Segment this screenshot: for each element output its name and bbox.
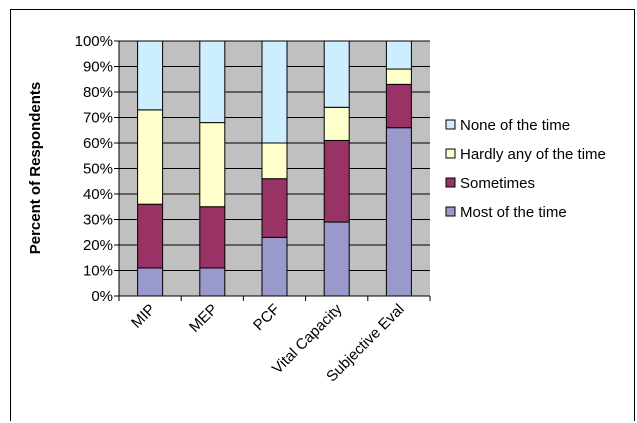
bar-segment xyxy=(199,122,226,208)
y-axis-label: Percent of Respondents xyxy=(27,82,44,255)
bar-segment xyxy=(199,40,226,124)
bar-segment xyxy=(137,40,164,111)
y-tick-label: 80% xyxy=(83,84,113,101)
bar-segment xyxy=(385,83,412,129)
legend-label: Sometimes xyxy=(460,175,535,192)
legend-swatch xyxy=(445,119,456,130)
chart-frame xyxy=(10,9,635,421)
bar-segment xyxy=(385,127,412,297)
x-tick-label: MIP xyxy=(128,301,159,332)
bar-segment xyxy=(261,142,288,180)
bar-segment xyxy=(385,68,412,85)
bar-segment xyxy=(137,203,164,269)
bar-segment xyxy=(323,139,350,223)
legend-swatch xyxy=(445,177,456,188)
legend-label: Hardly any of the time xyxy=(460,146,606,163)
x-tick-label: MEP xyxy=(186,301,221,336)
bar-segment xyxy=(137,109,164,205)
y-tick-label: 60% xyxy=(83,135,113,152)
x-tick-label: PCF xyxy=(250,301,283,334)
bar-segment xyxy=(199,206,226,269)
y-tick-label: 40% xyxy=(83,186,113,203)
bar-segment xyxy=(323,221,350,297)
y-tick-label: 20% xyxy=(83,237,113,254)
bar-segment xyxy=(323,40,350,108)
bar-segment xyxy=(261,236,288,297)
y-tick-label: 0% xyxy=(91,288,113,305)
legend-swatch xyxy=(445,148,456,159)
bar-segment xyxy=(261,40,288,144)
y-tick-label: 100% xyxy=(75,33,113,50)
y-tick-label: 90% xyxy=(83,59,113,76)
y-tick-label: 70% xyxy=(83,110,113,127)
bar-segment xyxy=(199,267,226,297)
legend-label: Most of the time xyxy=(460,204,567,221)
bar-segment xyxy=(261,178,288,238)
bar-segment xyxy=(323,106,350,141)
legend-swatch xyxy=(445,206,456,217)
bar-segment xyxy=(385,40,412,70)
y-tick-label: 50% xyxy=(83,161,113,178)
bar-segment xyxy=(137,267,164,297)
y-tick-label: 30% xyxy=(83,212,113,229)
y-tick-label: 10% xyxy=(83,263,113,280)
legend-label: None of the time xyxy=(460,117,570,134)
